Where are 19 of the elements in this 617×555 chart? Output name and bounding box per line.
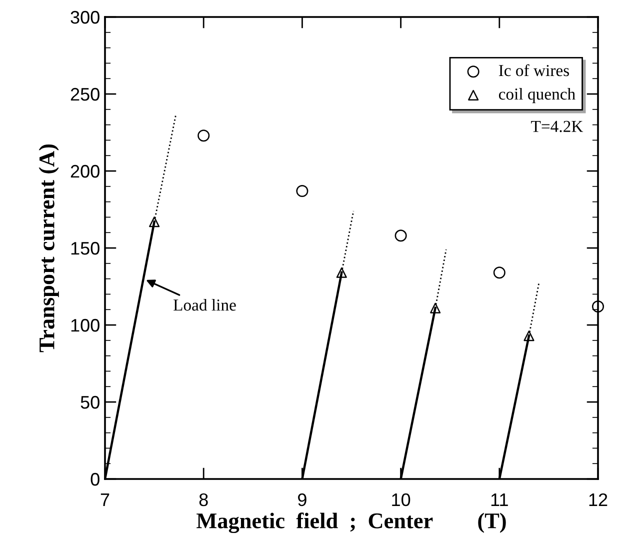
y-tick-label: 200 [70, 164, 100, 178]
x-tick-label: 11 [491, 494, 508, 506]
x-tick-label: 9 [298, 493, 306, 506]
y-tick-label: 300 [70, 10, 100, 24]
x-tick-label: 12 [589, 493, 608, 506]
y-tick-label: 50 [80, 396, 100, 409]
y-axis-title: Transport current (A) [38, 144, 59, 352]
annotation: Load line [174, 298, 236, 311]
x-axis-title: Magnetic field ; Center (T) [196, 512, 506, 534]
legend-label: Ic of wires [498, 64, 569, 76]
x-tick-label: 7 [100, 494, 110, 506]
legend-label: coil quench [498, 88, 576, 104]
x-tick-label: 10 [392, 493, 410, 506]
y-tick-label: 150 [71, 242, 100, 255]
y-tick-label: 0 [90, 472, 100, 486]
x-tick-label: 8 [199, 493, 208, 506]
y-tick-label: 250 [70, 88, 100, 101]
annotation: T=4.2K [531, 120, 584, 132]
y-tick-label: 100 [71, 318, 100, 332]
